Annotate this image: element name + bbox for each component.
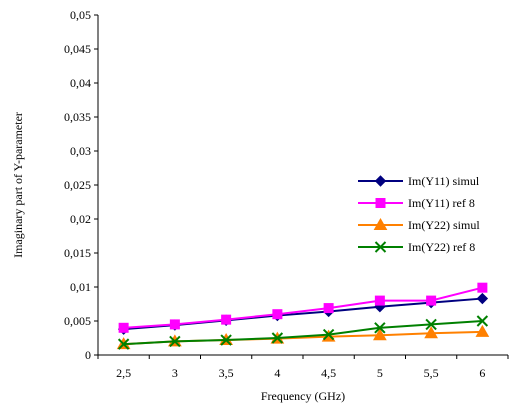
data-point-marker [374,295,385,306]
series-4 [117,315,489,350]
y-tick-label: 0 [85,348,91,362]
legend-item: Im(Y22) ref 8 [358,240,475,254]
data-point-marker [271,332,284,344]
x-tick-label: 5 [377,366,383,380]
data-point-marker [373,328,387,341]
series-line [123,320,483,346]
x-tick-label: 6 [479,366,485,380]
data-point-marker [374,322,386,334]
legend-marker [373,217,388,230]
y-tick-label: 0,045 [64,42,91,56]
data-point-marker [220,334,232,346]
series-line [123,286,483,329]
y-tick-label: 0,02 [70,212,91,226]
y-tick-label: 0,01 [70,280,91,294]
legend-marker [375,198,386,208]
x-tick-label: 3 [172,366,178,380]
x-tick-label: 5,5 [424,366,439,380]
data-point-marker [475,324,490,337]
y-tick-label: 0,03 [70,144,91,158]
legend-item: Im(Y11) simul [358,174,480,188]
y-tick-label: 0,04 [70,76,91,90]
data-point-marker [476,292,489,305]
y-tick-label: 0,025 [64,178,91,192]
x-tick-label: 3,5 [219,366,234,380]
x-axis-title: Frequency (GHz) [261,389,345,403]
y-tick-label: 0,035 [64,110,91,124]
y-tick-label: 0,005 [64,314,91,328]
legend-marker [374,175,387,187]
legend-label: Im(Y22) simul [408,218,480,232]
series-layer [116,282,490,350]
data-point-marker [118,322,129,333]
x-tick-label: 4 [274,366,280,380]
data-point-marker [477,282,488,293]
data-point-marker [425,318,437,331]
data-point-marker [272,309,283,320]
data-point-marker [426,295,437,306]
data-point-marker [323,303,334,314]
legend-label: Im(Y11) ref 8 [408,196,475,210]
data-point-marker [424,326,438,339]
y-axis-ticks: 0 0,005 0,01 0,015 0,02 0,025 0,03 0,035 0,04 0,0… [64,8,98,362]
legend-item: Im(Y22) simul [358,217,480,232]
y-tick-label: 0,05 [70,8,91,22]
x-tick-label: 2,5 [116,366,131,380]
legend-label: Im(Y11) simul [408,174,480,188]
legend-item: Im(Y11) ref 8 [358,196,475,210]
y-tick-label: 0,015 [64,246,91,260]
data-point-marker [322,328,335,341]
x-tick-label: 4,5 [321,366,336,380]
legend-label: Im(Y22) ref 8 [408,240,475,254]
data-point-marker [169,335,181,348]
data-point-marker [476,315,489,327]
legend: Im(Y11) simul Im(Y11) ref 8 Im(Y22) simul I… [358,174,480,254]
series-2 [118,282,488,333]
legend-marker [374,241,387,253]
data-point-marker [169,319,180,330]
data-point-marker [117,338,130,350]
data-point-marker [221,314,232,325]
x-axis-ticks: 2,5 3 3,5 4 4,5 5 5,5 6 [97,355,509,380]
y-axis-title: Imaginary part of Y-parameter [11,112,25,258]
